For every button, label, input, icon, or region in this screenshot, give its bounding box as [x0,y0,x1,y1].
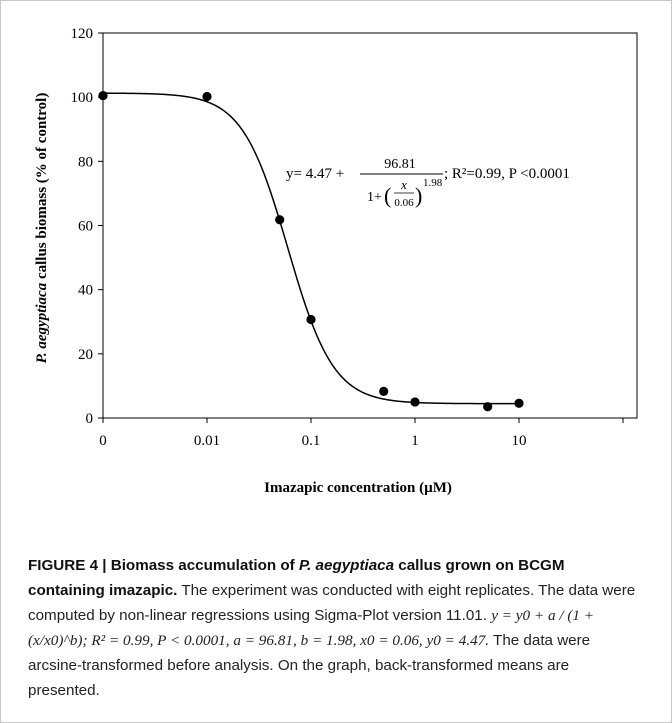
caption-sentence-1: The experiment was conducted with eight … [28,582,636,624]
data-point [275,215,285,225]
data-point [98,90,108,101]
y-tick-label: 80 [78,154,93,170]
plot-border [102,32,638,419]
data-point [379,386,389,396]
x-tick-label: 1 [411,433,419,449]
y-tick-label: 120 [71,26,94,42]
y-axis-label: P. aegyptiaca callus biomass (% of contr… [34,93,50,364]
x-tick-label: 0.01 [194,433,220,449]
data-points [98,90,524,412]
y-axis-label-rest: callus biomass (% of control) [34,93,50,283]
equation-stats: ; R²=0.99, P <0.0001 [444,166,570,182]
y-tick-label: 0 [86,411,94,427]
caption-title: FIGURE 4 | Biomass accumulation of P. ae… [28,557,565,599]
y-tick-label: 100 [71,90,94,106]
fit-equation: y= 4.47 + 96.81 1+ ( x 0.06 ) 1.98 ; R²=… [286,157,570,209]
caption-sentence-2: The data were arcsine-transformed before… [28,632,591,699]
equation-x: x [400,177,407,192]
equation-exponent: 1.98 [423,177,443,189]
equation-x0: 0.06 [394,197,414,209]
caption-species: P. aegyptiaca [298,557,395,574]
y-tick-label: 60 [78,219,93,235]
y-tick-label: 20 [78,347,93,363]
data-point [410,397,420,407]
x-axis-label: Imazapic concentration (µM) [264,480,452,496]
caption-figure-label: FIGURE 4 | Biomass accumulation of [28,557,299,574]
chart-ticks: 0 20 40 60 80 100 120 0 0.01 0.1 1 10 [71,26,624,449]
y-tick-label: 40 [78,283,93,299]
equation-denominator-prefix: 1+ [367,190,382,205]
equation-lhs: y= 4.47 + [286,166,344,182]
caption-title-rest: callus grown on BCGM containing imazapic… [28,557,565,599]
chart-axes [102,32,638,419]
equation-open-paren: ( [384,183,391,208]
x-tick-label: 0 [99,433,107,449]
data-point [306,314,316,325]
data-point [202,91,212,102]
equation-close-paren: ) [415,183,422,208]
caption-formula: y = y0 + a / (1 + (x/x0)^b); R² = 0.99, … [28,607,595,649]
chart: 0 20 40 60 80 100 120 0 0.01 0.1 1 10 P. aegyptiaca… [34,26,638,496]
figure-caption: FIGURE 4 | Biomass accumulation of P. ae… [28,553,642,703]
data-point [483,402,493,412]
y-axis-label-species: P. aegyptiaca [34,282,50,363]
x-tick-label: 0.1 [302,433,321,449]
equation-numerator: 96.81 [384,157,416,172]
data-point [514,398,524,408]
fit-curve [102,92,519,405]
x-tick-label: 10 [512,433,527,449]
